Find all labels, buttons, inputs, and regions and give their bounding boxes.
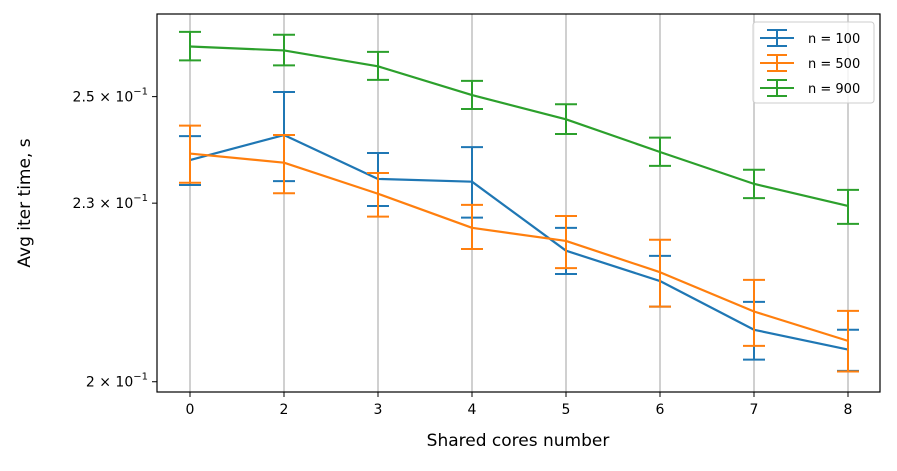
x-tick-label: 6	[656, 402, 665, 418]
legend-label: n = 100	[808, 32, 860, 47]
grid-lines	[190, 14, 848, 392]
y-axis-label: Avg iter time, s	[15, 138, 35, 267]
x-tick-label: 7	[750, 402, 759, 418]
x-tick-label: 8	[844, 402, 853, 418]
x-axis-label: Shared cores number	[427, 431, 610, 451]
y-tick-mantissa: 2.5 × 10	[73, 90, 134, 106]
legend-label: n = 900	[808, 82, 860, 97]
series-500	[179, 126, 859, 372]
legend-label: n = 500	[808, 57, 860, 72]
y-tick-mantissa: 2.3 × 10	[73, 196, 134, 212]
y-tick-exponent: −1	[133, 193, 148, 204]
y-axis: 2 × 10−12.3 × 10−12.5 × 10−1	[73, 87, 157, 391]
y-tick-exponent: −1	[133, 87, 148, 98]
x-axis: 0 2 3 4 5 6 7 8	[186, 392, 853, 418]
y-tick-label: 2 × 10−1	[86, 372, 148, 391]
x-tick-label: 4	[468, 402, 477, 418]
y-tick-label: 2.3 × 10−1	[73, 193, 148, 212]
y-tick-label: 2.5 × 10−1	[73, 87, 148, 106]
x-tick-label: 0	[186, 402, 195, 418]
x-tick-label: 5	[562, 402, 571, 418]
y-tick-mantissa: 2 × 10	[86, 375, 133, 391]
legend: n = 100 n = 500 n = 900	[753, 22, 874, 103]
x-tick-label: 2	[280, 402, 289, 418]
x-tick-label: 3	[374, 402, 383, 418]
y-tick-exponent: −1	[133, 372, 148, 383]
series-line	[190, 135, 848, 350]
series-100	[179, 92, 859, 371]
